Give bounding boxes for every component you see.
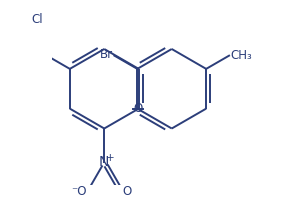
- Text: Cl: Cl: [31, 13, 43, 26]
- Text: CH₃: CH₃: [230, 49, 252, 62]
- Text: ⁻O: ⁻O: [71, 185, 86, 197]
- Text: N: N: [99, 155, 109, 169]
- Text: +: +: [105, 153, 114, 163]
- Text: O: O: [133, 102, 143, 115]
- Text: Br: Br: [100, 48, 113, 61]
- Text: O: O: [122, 185, 131, 197]
